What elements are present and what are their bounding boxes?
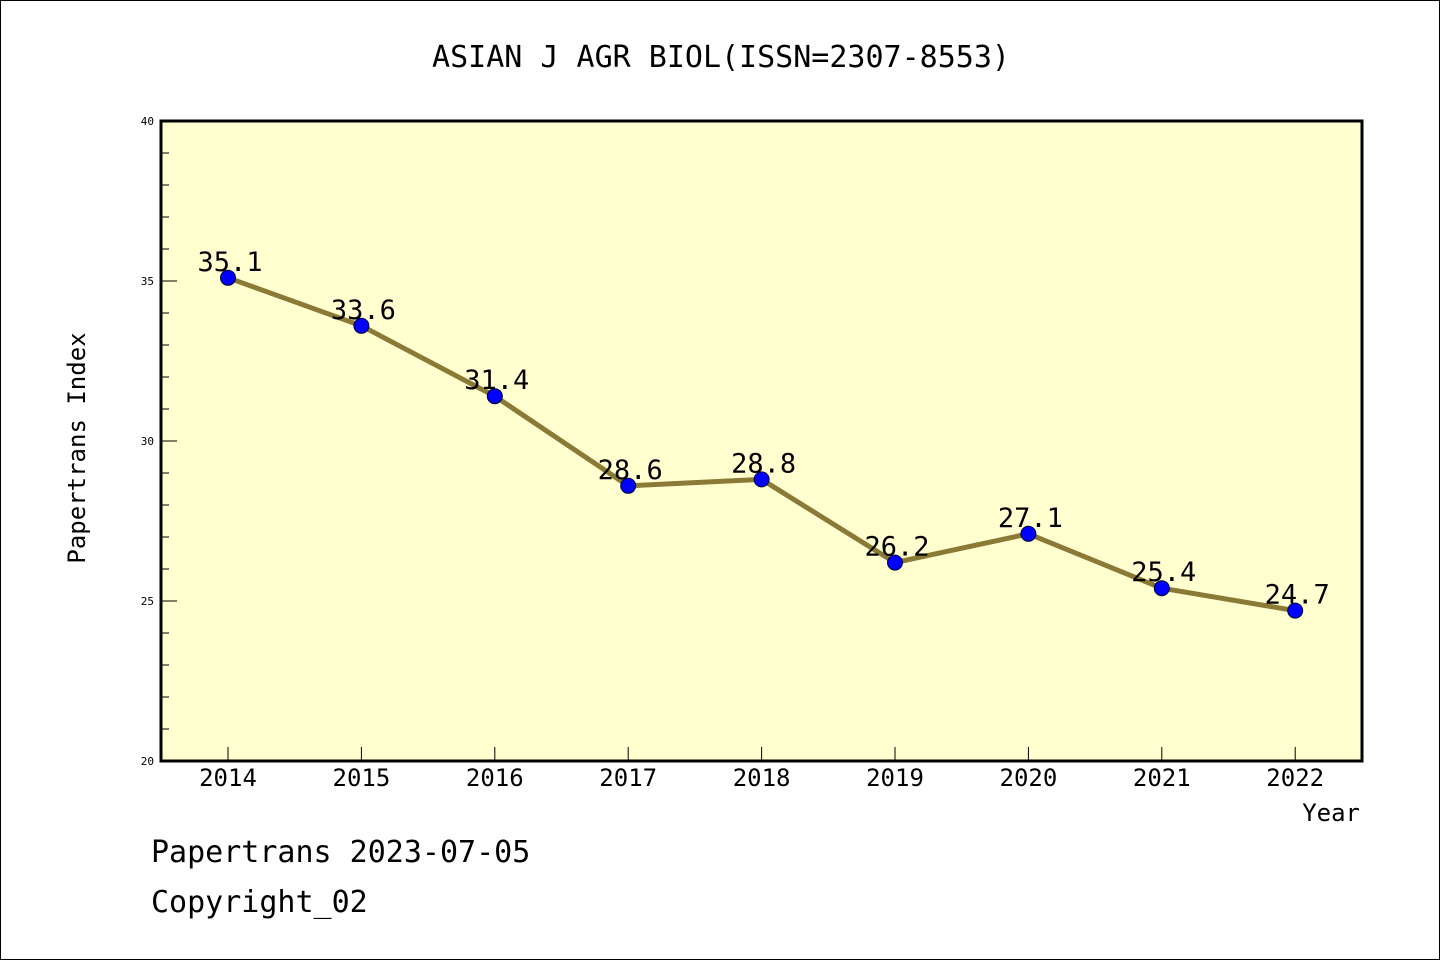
y-axis-label: Papertrans Index	[63, 332, 91, 563]
y-axis-ticks: 20 25 30 35 40	[141, 115, 177, 768]
data-markers	[220, 269, 1304, 619]
data-labels: 35.1 33.6 31.4 28.6 28.8 26.2 27.1 25.4 24.7	[197, 247, 1329, 611]
x-tick-label: 2021	[1133, 764, 1191, 792]
data-point-marker	[1020, 525, 1037, 542]
data-point-marker	[887, 554, 903, 571]
data-point-marker	[753, 471, 770, 488]
x-tick-label: 2018	[733, 764, 791, 792]
y-tick-label: 40	[141, 115, 154, 128]
data-point-label: 28.8	[731, 448, 796, 479]
x-tick-label: 2017	[599, 764, 657, 792]
x-tick-label: 2014	[199, 764, 257, 792]
x-tick-label: 2015	[333, 764, 391, 792]
plot-area	[159, 119, 1364, 763]
y-minor-ticks	[161, 152, 169, 730]
data-point-marker	[1287, 602, 1304, 619]
footer-copyright: Copyright_02	[151, 885, 368, 920]
data-point-label: 24.7	[1265, 580, 1330, 611]
data-point-marker	[353, 317, 370, 334]
y-tick-label: 25	[141, 595, 154, 608]
data-point-marker	[620, 477, 637, 494]
y-tick-label: 35	[141, 275, 154, 288]
data-point-label: 35.1	[197, 247, 262, 278]
data-point-label: 28.6	[598, 455, 663, 486]
x-tick-label: 2020	[1000, 764, 1058, 792]
x-axis-label: Year	[1302, 799, 1360, 827]
y-tick-label: 20	[141, 755, 154, 768]
y-tick-label: 30	[141, 435, 154, 448]
data-point-marker	[486, 388, 503, 405]
data-point-label: 33.6	[331, 295, 396, 326]
x-axis-ticks: 2014 2015 2016 2017 2018 2019 2020 2021 2022	[199, 747, 1324, 792]
data-point-marker	[220, 269, 236, 286]
data-point-label: 26.2	[864, 532, 929, 563]
x-tick-label: 2019	[866, 764, 924, 792]
data-point-label: 27.1	[998, 503, 1063, 534]
data-point-label: 25.4	[1131, 557, 1196, 588]
data-point-label: 31.4	[464, 365, 529, 396]
footer-date: Papertrans 2023-07-05	[151, 835, 531, 870]
chart-title: ASIAN J AGR BIOL(ISSN=2307-8553)	[432, 40, 1010, 75]
x-tick-label: 2016	[466, 764, 524, 792]
x-tick-label: 2022	[1266, 764, 1324, 792]
data-point-marker	[1153, 580, 1170, 597]
